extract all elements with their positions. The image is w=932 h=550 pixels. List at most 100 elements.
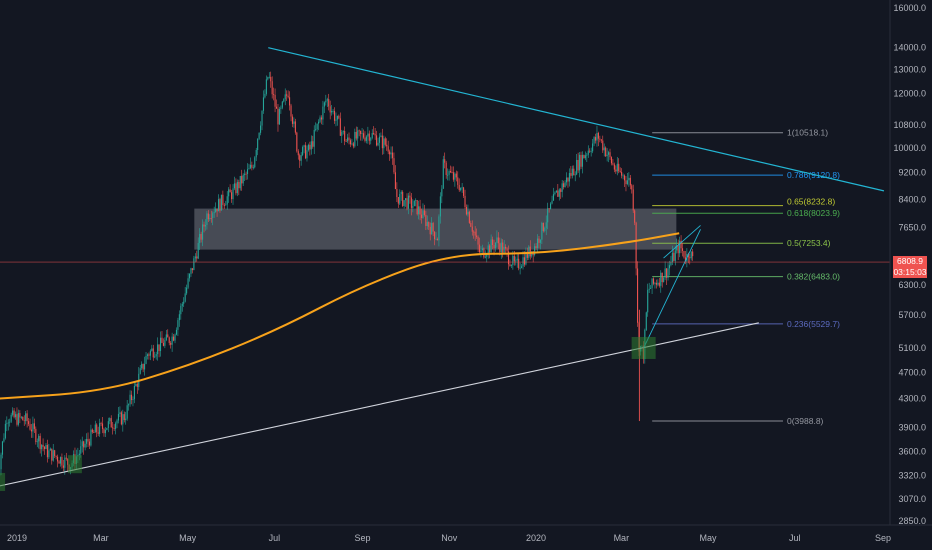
price-axis-labels: 16000.0 14000.0 13000.0 12000.0 10800.0 10000… xyxy=(893,3,926,526)
candle-body xyxy=(90,429,92,446)
chart-plot-area[interactable]: 1(10518.1)0.786(9120.8)0.65(8232.8)0.618… xyxy=(0,0,890,525)
candle-body xyxy=(626,180,628,185)
candle-body xyxy=(467,211,469,215)
candle-body xyxy=(674,250,676,261)
candle-body xyxy=(199,233,201,244)
candle-body xyxy=(236,182,238,194)
candle-body xyxy=(22,416,24,421)
candle-body xyxy=(122,414,124,425)
time-tick-label: Jul xyxy=(269,533,281,543)
candle-body xyxy=(384,138,386,145)
candle-body xyxy=(310,141,312,150)
candle-body xyxy=(457,177,459,185)
descending-resistance-line[interactable] xyxy=(268,47,885,192)
candle-body xyxy=(202,224,204,240)
candle-body xyxy=(203,224,205,227)
candle-body xyxy=(657,282,659,285)
candle-body xyxy=(670,262,672,266)
candle-body xyxy=(573,168,575,176)
candle-body xyxy=(339,118,341,136)
candle-body xyxy=(267,77,269,80)
candle-body xyxy=(36,441,38,443)
candle-body xyxy=(190,268,192,274)
candle-body xyxy=(576,159,578,175)
candle-body xyxy=(107,421,109,429)
candle-body xyxy=(315,129,317,131)
candle-body xyxy=(436,239,439,241)
time-tick-label: Mar xyxy=(93,533,109,543)
candle-body xyxy=(448,171,450,175)
candle-body xyxy=(355,131,357,139)
fib-level-label: 0.236(5529.7) xyxy=(787,319,840,329)
candle-body xyxy=(381,135,383,149)
candle-body xyxy=(280,107,282,109)
candle-body xyxy=(625,180,627,185)
time-tick-label: Sep xyxy=(875,533,891,543)
candle-body xyxy=(99,423,101,434)
price-tick-label: 3600.0 xyxy=(898,447,926,457)
candle-body xyxy=(367,133,369,137)
candle-body xyxy=(394,172,396,190)
candle-body xyxy=(429,226,431,235)
candle-body xyxy=(171,336,173,345)
candle-body xyxy=(415,200,417,201)
candle-body xyxy=(589,150,591,152)
candle-body xyxy=(216,208,218,212)
fib-level-label: 0.65(8232.8) xyxy=(787,197,835,207)
plot-background xyxy=(0,0,890,525)
time-tick-label: May xyxy=(179,533,197,543)
candle-body xyxy=(302,147,304,156)
time-tick-label: 2019 xyxy=(7,533,27,543)
candle-body xyxy=(615,169,617,172)
zone-layer xyxy=(194,208,677,250)
price-axis[interactable]: 16000.0 14000.0 13000.0 12000.0 10800.0 10000… xyxy=(889,0,926,526)
candle-body xyxy=(246,169,249,174)
candle-body xyxy=(168,337,170,343)
candle-body xyxy=(458,184,460,191)
candle-body xyxy=(268,76,270,78)
candle-body xyxy=(26,413,28,422)
candle-body xyxy=(422,210,424,219)
candle-body xyxy=(596,132,598,141)
candle-body xyxy=(523,257,526,265)
candle-body xyxy=(650,287,652,289)
wedge-lower-line[interactable] xyxy=(643,229,701,349)
candle-body xyxy=(397,197,399,204)
candle-countdown-label: 03:15:03 xyxy=(893,267,927,279)
candle-body xyxy=(326,99,328,101)
candle-body xyxy=(518,258,520,269)
candle-body xyxy=(283,99,285,102)
candle-body xyxy=(212,213,214,219)
candle-body xyxy=(331,110,333,113)
candle-body xyxy=(173,336,175,341)
candle-body xyxy=(136,383,138,387)
candle-body xyxy=(130,394,133,401)
candle-body xyxy=(545,222,547,228)
candle-body xyxy=(594,137,597,141)
candle-body xyxy=(380,135,382,137)
price-tick-label: 13000.0 xyxy=(893,65,926,75)
candle-body xyxy=(660,272,662,286)
candle-body xyxy=(513,255,515,262)
candle-body xyxy=(154,356,156,358)
candle-body xyxy=(115,423,117,429)
candle-body xyxy=(464,195,466,207)
candle-body xyxy=(109,418,111,422)
candle-body xyxy=(400,191,402,194)
price-tick-label: 7650.0 xyxy=(898,222,926,232)
candle-body xyxy=(162,342,164,346)
candle-body xyxy=(389,151,391,155)
candle-body xyxy=(497,237,499,244)
candle-body xyxy=(100,423,102,424)
fib-level-label: 0.382(6483.0) xyxy=(787,272,840,282)
time-axis[interactable]: 2019 Mar May Jul Sep Nov 2020 Mar May Jul Sep xyxy=(0,524,932,543)
candle-body xyxy=(483,248,485,258)
price-tick-label: 16000.0 xyxy=(893,3,926,13)
candle-body xyxy=(141,363,143,369)
fib-level-label: 0.5(7253.4) xyxy=(787,238,831,248)
resistance-zone xyxy=(194,208,677,250)
current-price-label: 6808.9 xyxy=(893,256,927,268)
wedge-upper-line[interactable] xyxy=(663,225,701,259)
candle-body xyxy=(393,158,395,173)
